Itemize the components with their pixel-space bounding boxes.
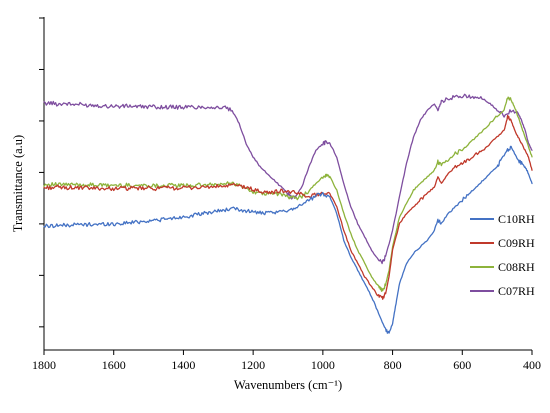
y-axis-title: Transmittance (a.u) [11, 135, 25, 232]
x-tick-label: 1800 [32, 358, 56, 372]
legend-label-c10rh: C10RH [498, 212, 535, 226]
x-axis-title: Wavenumbers (cm⁻¹) [234, 378, 342, 392]
y-axis [39, 17, 45, 350]
series-layer [43, 93, 533, 334]
x-tick-label: 400 [523, 358, 541, 372]
series-line-c09rh [43, 114, 533, 300]
x-tick-label: 1200 [241, 358, 265, 372]
x-tick-label: 800 [384, 358, 402, 372]
legend-label-c08rh: C08RH [498, 260, 535, 274]
x-tick-label: 600 [453, 358, 471, 372]
x-axis: 1800 1600 1400 1200 1000 800 600 400 [32, 349, 541, 372]
legend-label-c09rh: C09RH [498, 236, 535, 250]
x-tick-label: 1600 [102, 358, 126, 372]
x-tick-label: 1400 [171, 358, 195, 372]
series-line-c07rh [43, 93, 533, 265]
legend-label-c07rh: C07RH [498, 284, 535, 298]
series-line-c08rh [43, 96, 533, 292]
legend: C10RH C09RH C08RH C07RH [470, 212, 535, 298]
series-line-c10rh [43, 145, 533, 334]
x-tick-label: 1000 [311, 358, 335, 372]
